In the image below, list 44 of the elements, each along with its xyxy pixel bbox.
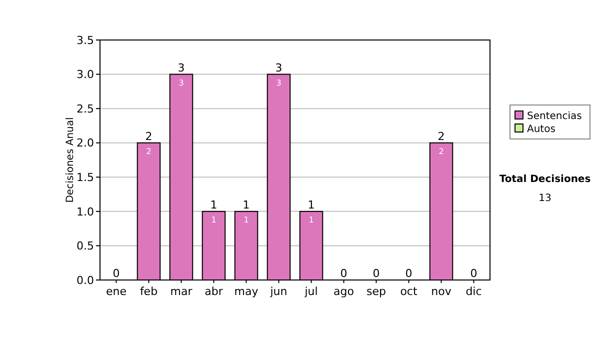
x-tick-label: jul [304, 285, 318, 298]
x-tick-label: dic [466, 285, 482, 298]
total-label: 0 [372, 267, 380, 280]
legend-label: Autos [527, 124, 556, 135]
data-label: 2 [438, 146, 444, 156]
total-label: 0 [340, 267, 348, 280]
x-tick-label: sep [366, 285, 386, 298]
x-tick-label: ene [106, 285, 127, 298]
total-label: 2 [145, 130, 152, 143]
y-tick-label: 3.0 [76, 68, 94, 82]
y-tick-label: 2.0 [76, 136, 94, 150]
x-tick-label: may [234, 285, 259, 298]
total-label: 1 [308, 198, 315, 212]
total-label: 0 [405, 267, 412, 280]
data-label: 1 [244, 215, 249, 224]
total-label: 3 [275, 61, 282, 74]
y-tick-label: 3.5 [76, 34, 94, 47]
x-tick-label: nov [431, 285, 452, 298]
x-tick-label: oct [400, 285, 418, 298]
data-label: 3 [178, 78, 184, 88]
total-label: 3 [178, 61, 185, 74]
y-tick-label: 0.5 [76, 240, 94, 253]
data-label: 2 [146, 146, 152, 156]
data-label: 1 [308, 215, 314, 224]
text: 13 [538, 193, 552, 204]
total-label: 2 [438, 130, 445, 143]
x-tick-label: mar [170, 285, 193, 298]
data-label: 3 [276, 78, 282, 88]
text: Total Decisiones [499, 174, 591, 185]
x-tick-label: jun [269, 285, 288, 298]
data-label: 1 [211, 215, 216, 224]
total-label: 0 [470, 267, 478, 280]
x-tick-label: feb [140, 285, 158, 298]
total-label: 1 [210, 198, 218, 212]
y-tick-label: 2.5 [76, 102, 94, 116]
total-label: 0 [112, 267, 120, 280]
y-tick-label: 0.0 [76, 274, 94, 287]
total-label: 1 [242, 198, 250, 212]
legend-label: Sentencias [527, 111, 582, 122]
y-tick-label: 1.5 [76, 170, 94, 184]
y-tick-label: 1.0 [76, 205, 94, 218]
x-tick-label: abr [204, 285, 224, 298]
y-axis-title: Decisiones Anual [65, 117, 76, 203]
x-tick-label: ago [334, 285, 354, 298]
